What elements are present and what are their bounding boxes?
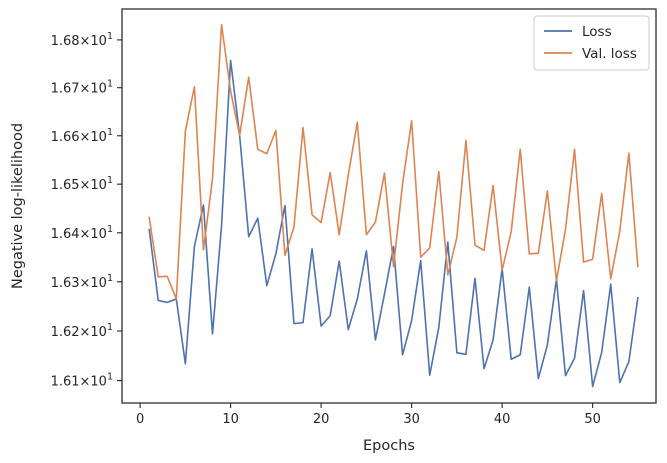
y-axis-label: Negative log-likelihood [10, 123, 26, 289]
legend: Loss Val. loss [533, 15, 650, 71]
y-tick-label: 1.67×101 [51, 79, 113, 97]
x-tick-label: 0 [136, 412, 144, 427]
x-axis-ticks: 0 10 20 30 40 50 [136, 403, 601, 427]
y-tick-label: 1.62×101 [51, 322, 113, 340]
y-tick-label: 1.64×101 [51, 224, 113, 242]
x-axis-label: Epochs [363, 438, 415, 454]
legend-label: Val. loss [582, 46, 637, 62]
y-axis-ticks: 1.61×101 1.62×101 1.63×101 1.64×101 1.65×101… [51, 31, 122, 390]
x-tick-label: 50 [584, 412, 601, 427]
x-tick-label: 40 [494, 412, 511, 427]
y-tick-label: 1.65×101 [51, 175, 113, 193]
legend-box [533, 15, 650, 71]
x-tick-label: 20 [313, 412, 330, 427]
y-tick-label: 1.63×101 [51, 273, 113, 291]
x-tick-label: 30 [403, 412, 420, 427]
plot-area-frame [121, 8, 657, 404]
y-tick-label: 1.61×101 [51, 372, 113, 390]
legend-label: Loss [582, 24, 612, 40]
y-tick-label: 1.68×101 [51, 31, 113, 49]
series-layer [148, 23, 639, 388]
series-line-val-loss [148, 23, 639, 300]
y-tick-label: 1.66×101 [51, 127, 113, 145]
x-tick-label: 10 [222, 412, 239, 427]
